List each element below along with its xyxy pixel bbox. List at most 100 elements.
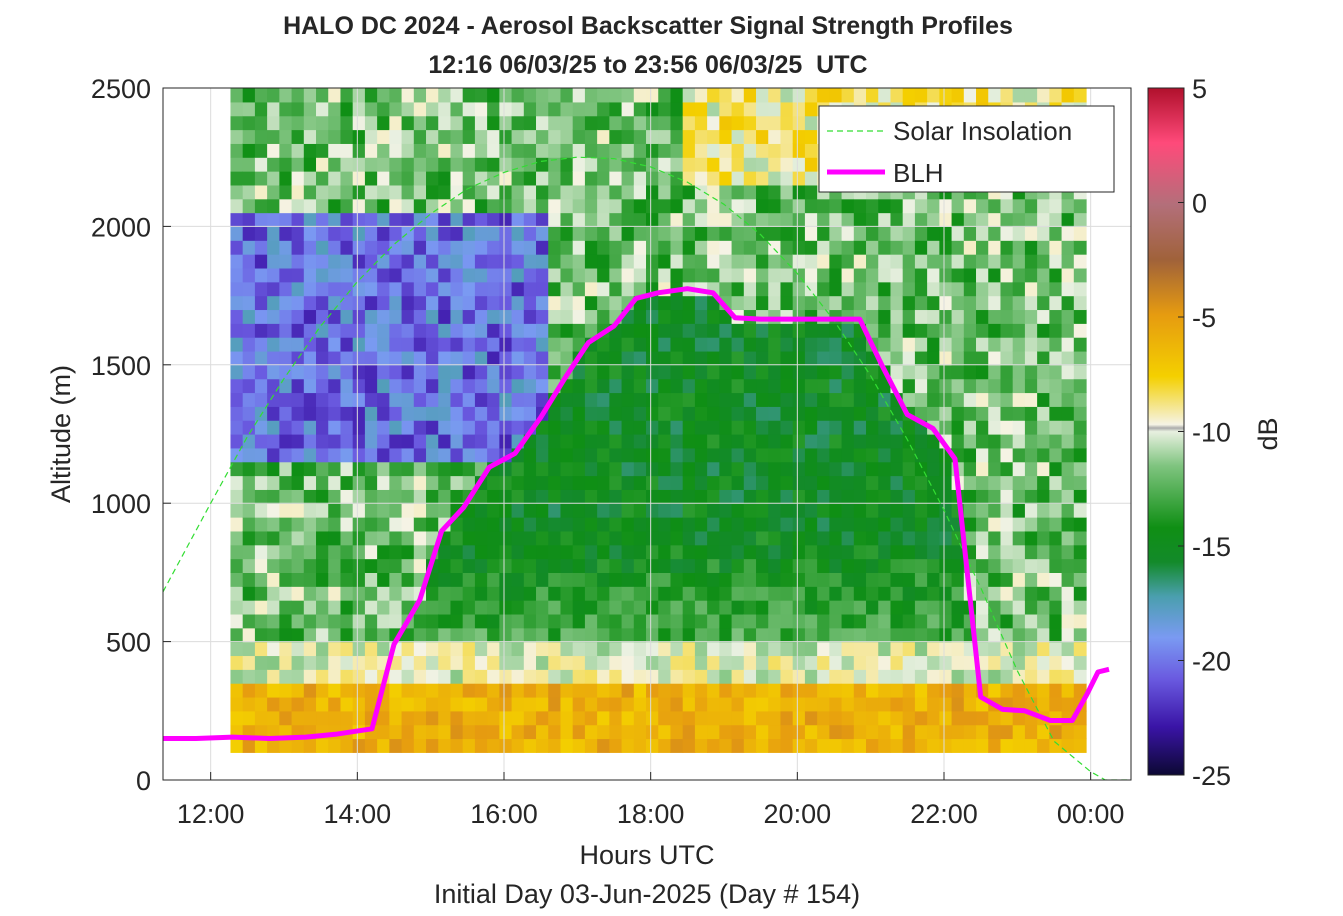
heatmap-cell	[621, 337, 635, 352]
heatmap-cell	[426, 254, 439, 269]
heatmap-cell	[914, 364, 928, 380]
heatmap-cell	[694, 184, 708, 200]
heatmap-cell	[499, 544, 513, 560]
heatmap-cell	[340, 475, 354, 490]
heatmap-cell	[597, 101, 610, 117]
heatmap-cell	[731, 447, 745, 463]
heatmap-cell	[303, 143, 317, 158]
chart-subtitle: 12:16 06/03/25 to 23:56 06/03/25 UTC	[428, 51, 867, 79]
heatmap-cell	[340, 696, 354, 712]
heatmap-cell	[450, 489, 464, 504]
heatmap-cell	[584, 724, 598, 740]
heatmap-cell	[1012, 544, 1026, 560]
heatmap-cell	[364, 641, 378, 657]
heatmap-cell	[988, 88, 1002, 103]
heatmap-cell	[1000, 212, 1014, 227]
heatmap-cell	[670, 724, 684, 740]
heatmap-cell	[1061, 281, 1075, 297]
heatmap-cell	[536, 88, 549, 103]
heatmap-cell	[829, 267, 843, 283]
heatmap-cell	[511, 475, 525, 490]
heatmap-cell	[413, 724, 427, 740]
heatmap-cell	[914, 226, 928, 241]
heatmap-cell	[413, 198, 427, 214]
heatmap-cell	[988, 461, 1002, 477]
heatmap-cell	[474, 696, 488, 712]
heatmap-cell	[560, 350, 574, 366]
heatmap-cell	[279, 517, 293, 532]
heatmap-cell	[499, 710, 513, 726]
heatmap-cell	[377, 171, 390, 186]
heatmap-cell	[731, 88, 745, 103]
heatmap-cell	[853, 198, 867, 214]
heatmap-cell	[1037, 558, 1050, 573]
heatmap-cell	[878, 544, 892, 560]
heatmap-cell	[829, 198, 843, 214]
heatmap-cell	[254, 475, 268, 490]
heatmap-cell	[1024, 572, 1038, 587]
heatmap-cell	[511, 88, 525, 103]
heatmap-cell	[230, 641, 244, 657]
heatmap-cell	[719, 710, 733, 726]
heatmap-cell	[841, 198, 855, 214]
heatmap-cell	[670, 530, 684, 546]
heatmap-cell	[340, 337, 354, 352]
heatmap-cell	[352, 143, 366, 158]
heatmap-cell	[352, 337, 366, 352]
heatmap-cell	[279, 184, 293, 200]
heatmap-cell	[267, 212, 280, 227]
heatmap-cell	[817, 198, 830, 214]
heatmap-cell	[841, 600, 855, 615]
heatmap-cell	[707, 378, 720, 394]
heatmap-cell	[1037, 198, 1050, 214]
heatmap-cell	[841, 489, 855, 504]
heatmap-cell	[1012, 240, 1026, 255]
heatmap-cell	[377, 115, 390, 131]
heatmap-cell	[804, 392, 818, 407]
heatmap-cell	[646, 517, 659, 532]
heatmap-cell	[768, 226, 782, 241]
heatmap-cell	[914, 198, 928, 214]
heatmap-cell	[804, 600, 818, 615]
heatmap-cell	[242, 710, 256, 726]
heatmap-cell	[377, 503, 390, 518]
heatmap-cell	[731, 267, 745, 283]
heatmap-cell	[878, 613, 892, 629]
heatmap-cell	[548, 129, 562, 144]
heatmap-cell	[499, 475, 513, 490]
heatmap-cell	[438, 641, 452, 657]
heatmap-cell	[963, 281, 977, 297]
heatmap-cell	[462, 600, 476, 615]
heatmap-cell	[438, 198, 452, 214]
heatmap-cell	[584, 364, 598, 380]
heatmap-cell	[1049, 392, 1063, 407]
heatmap-cell	[780, 406, 794, 421]
heatmap-cell	[389, 517, 403, 532]
heatmap-cell	[254, 461, 268, 477]
heatmap-cell	[438, 627, 452, 643]
heatmap-cell	[487, 475, 500, 490]
heatmap-cell	[511, 586, 525, 601]
heatmap-cell	[523, 572, 537, 587]
heatmap-cell	[303, 420, 317, 435]
heatmap-cell	[597, 738, 610, 753]
heatmap-cell	[560, 323, 574, 338]
heatmap-cell	[914, 655, 928, 670]
heatmap-cell	[694, 710, 708, 726]
heatmap-cell	[963, 696, 977, 712]
heatmap-cell	[817, 350, 830, 366]
heatmap-cell	[389, 171, 403, 186]
heatmap-cell	[389, 544, 403, 560]
heatmap-cell	[988, 586, 1002, 601]
heatmap-cell	[438, 129, 452, 144]
heatmap-cell	[316, 254, 329, 269]
series-lines	[163, 156, 1131, 780]
heatmap-cell	[1073, 655, 1087, 670]
heatmap-cell	[1000, 600, 1014, 615]
heatmap-cell	[499, 101, 513, 117]
heatmap-cell	[523, 710, 537, 726]
heatmap-cell	[804, 447, 818, 463]
heatmap-cell	[254, 586, 268, 601]
heatmap-cell	[1012, 655, 1026, 670]
heatmap-cell	[584, 157, 598, 172]
